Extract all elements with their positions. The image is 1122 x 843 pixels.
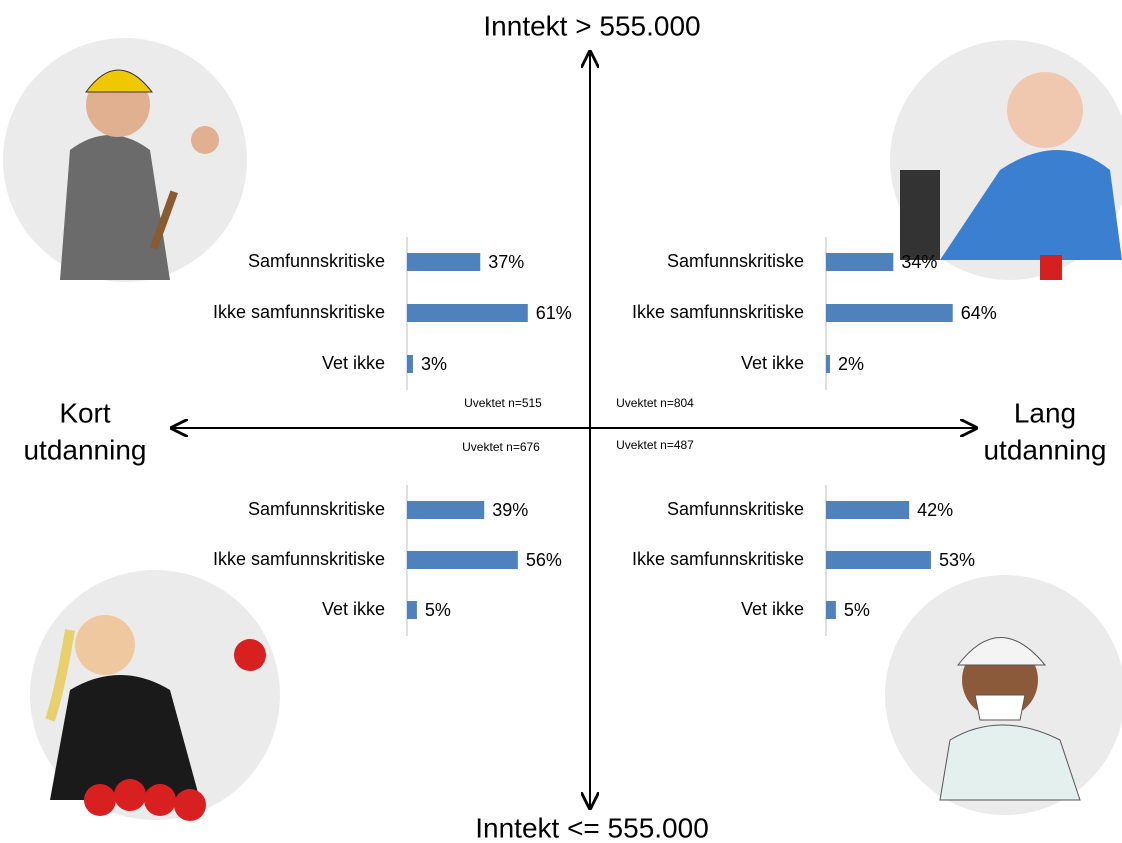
illustration-office — [890, 40, 1122, 280]
sample-note: Uvektet n=515 — [464, 396, 542, 410]
value-label: 39% — [492, 500, 528, 520]
value-label: 37% — [488, 252, 524, 272]
left-axis-label: Kort — [59, 397, 111, 428]
category-label: Vet ikke — [322, 599, 385, 619]
bottom-axis-label: Inntekt <= 555.000 — [475, 812, 709, 843]
bar — [826, 551, 931, 569]
right-axis-label: Lang — [1014, 397, 1076, 428]
category-label: Ikke samfunnskritiske — [213, 302, 385, 322]
illustration-worker — [3, 38, 247, 282]
value-label: 42% — [917, 500, 953, 520]
category-label: Samfunnskritiske — [667, 251, 804, 271]
left-axis-label: utdanning — [23, 434, 146, 465]
value-label: 5% — [844, 600, 870, 620]
value-label: 64% — [961, 303, 997, 323]
value-label: 3% — [421, 354, 447, 374]
bar — [407, 501, 485, 519]
bar — [826, 304, 953, 322]
category-label: Vet ikke — [322, 353, 385, 373]
value-label: 5% — [425, 600, 451, 620]
top-axis-label: Inntekt > 555.000 — [483, 10, 700, 41]
value-label: 2% — [838, 354, 864, 374]
bar — [407, 355, 413, 373]
value-label: 53% — [939, 550, 975, 570]
bar — [826, 601, 836, 619]
bar — [407, 304, 528, 322]
category-label: Samfunnskritiske — [248, 499, 385, 519]
illustration-farmworker — [30, 570, 280, 821]
bar — [826, 501, 910, 519]
bar — [407, 551, 518, 569]
value-label: 34% — [901, 252, 937, 272]
bar — [407, 601, 417, 619]
sample-note: Uvektet n=804 — [616, 396, 694, 410]
value-label: 61% — [536, 303, 572, 323]
sample-note: Uvektet n=487 — [616, 438, 694, 452]
category-label: Vet ikke — [741, 599, 804, 619]
category-label: Ikke samfunnskritiske — [632, 302, 804, 322]
bar — [826, 253, 894, 271]
right-axis-label: utdanning — [983, 434, 1106, 465]
category-label: Ikke samfunnskritiske — [213, 549, 385, 569]
category-label: Ikke samfunnskritiske — [632, 549, 804, 569]
sample-note: Uvektet n=676 — [462, 440, 540, 454]
bar — [826, 355, 830, 373]
bar — [407, 253, 481, 271]
category-label: Samfunnskritiske — [248, 251, 385, 271]
category-label: Vet ikke — [741, 353, 804, 373]
category-label: Samfunnskritiske — [667, 499, 804, 519]
value-label: 56% — [526, 550, 562, 570]
illustration-nurse — [885, 575, 1122, 815]
